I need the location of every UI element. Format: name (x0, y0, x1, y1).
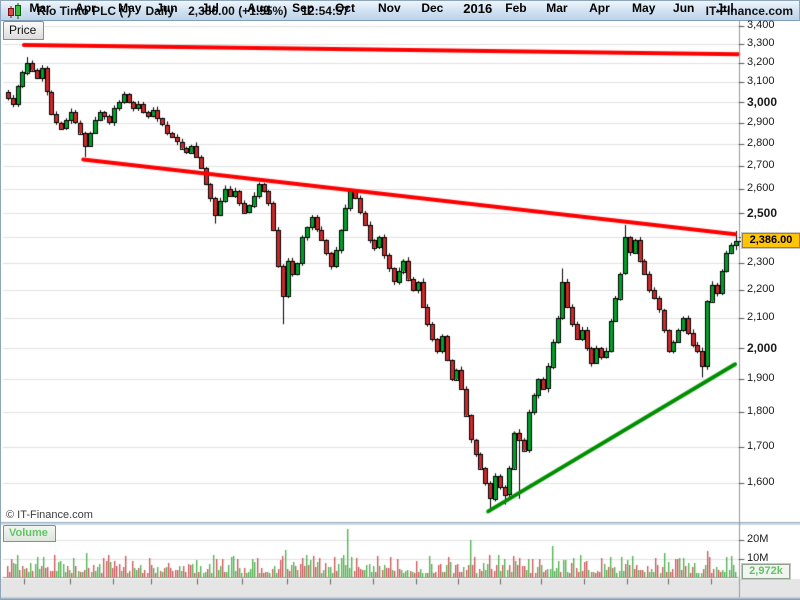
price-tick-label: 3,100 (747, 75, 775, 88)
month-label: Jun (673, 1, 695, 15)
price-tab[interactable]: Price (3, 21, 45, 40)
volume-tick-label: 20M (747, 533, 769, 546)
month-label: Oct (335, 1, 356, 15)
price-tick-label: 2,700 (747, 158, 775, 171)
title-bar: Rio Tinto PLC (-) Daily 2,386.00 (+1.55%… (1, 1, 799, 21)
price-volume-chart-canvas[interactable] (1, 21, 800, 600)
volume-tick-label: 10M (747, 551, 769, 564)
month-label: Mar (546, 1, 568, 15)
last-price-badge: 2,386.00 (741, 231, 800, 249)
candlestick-icon (8, 2, 21, 19)
month-label: May (118, 1, 142, 15)
price-tick-label: 2,000 (747, 341, 778, 355)
price-tick-label: 1,900 (747, 372, 775, 385)
price-tick-label: 3,200 (747, 55, 775, 68)
price-tick-label: 2,600 (747, 181, 775, 194)
month-label: Nov (377, 1, 401, 15)
month-label: Aug (247, 1, 271, 15)
month-label: May (632, 1, 656, 15)
price-tick-label: 2,500 (747, 205, 778, 220)
timeframe-label: Daily (145, 3, 175, 18)
month-label: Jul (716, 1, 734, 15)
price-tick-label: 1,600 (747, 476, 775, 489)
price-tick-label: 2,800 (747, 136, 775, 149)
price-tick-label: 2,900 (747, 115, 775, 128)
symbol-label: Rio Tinto PLC (-) (37, 3, 132, 18)
month-label: Feb (505, 1, 527, 15)
price-tick-label: 3,000 (747, 94, 778, 109)
month-label: Mar (29, 1, 51, 15)
price-tick-label: 1,800 (747, 404, 775, 417)
month-label: Sep (292, 1, 315, 15)
last-price-and-change-label: 2,386.00 (+1.55%) (188, 3, 288, 18)
volume-tab[interactable]: Volume (3, 525, 56, 542)
month-label: Jul (201, 1, 219, 15)
price-tick-label: 3,400 (747, 18, 775, 31)
last-volume-badge: 2,972k (741, 562, 791, 580)
month-label: Apr (589, 1, 610, 15)
month-label: Apr (75, 1, 96, 15)
price-tick-label: 2,200 (747, 283, 775, 296)
month-label: Jun (156, 1, 178, 15)
month-label: 2016 (463, 1, 493, 16)
time-label: 12:54:57 (301, 3, 350, 18)
price-tick-label: 1,700 (747, 439, 775, 452)
price-tick-label: 2,300 (747, 256, 775, 269)
brand-label: IT-Finance.com (705, 3, 793, 18)
price-tick-label: 2,100 (747, 311, 775, 324)
price-tick-label: 3,300 (747, 37, 775, 50)
month-label: Dec (421, 1, 444, 15)
copyright-label: © IT-Finance.com (6, 509, 93, 521)
